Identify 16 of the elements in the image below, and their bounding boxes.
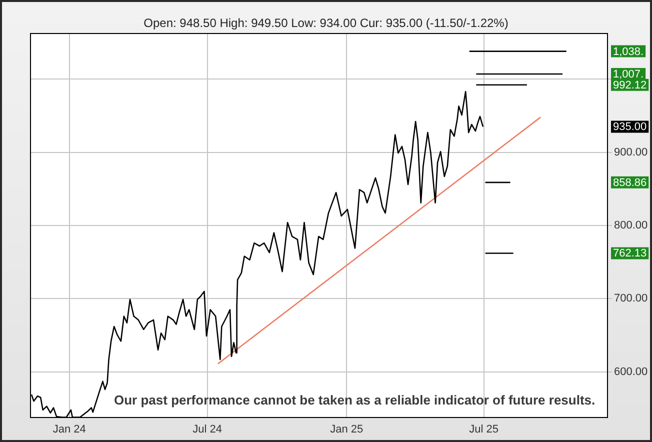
x-tick-label: Jan 25	[330, 424, 364, 436]
text: 1,007.	[613, 68, 644, 81]
y-tick-label: 900.00	[614, 146, 648, 158]
x-tick-label: Jul 24	[192, 424, 222, 436]
text: 1,038.	[613, 46, 644, 58]
y-tick-label: 800.00	[614, 220, 648, 232]
x-tick-label: Jul 25	[469, 424, 498, 436]
text: 762.13	[613, 248, 647, 260]
text: 992.12	[613, 79, 647, 92]
annotation: 935.00	[613, 121, 647, 134]
text: 858.86	[613, 176, 647, 189]
chart-subtitle: Open: 948.50 High: 949.50 Low: 934.00 Cur: 935.00 (-11.50/-1.22%)	[142, 16, 510, 30]
y-tick-label: 700.00	[614, 292, 648, 305]
y-tick-label: 600.00	[614, 366, 648, 378]
x-tick-label: Jan 24	[52, 424, 86, 436]
annotation: Our past performance cannot be taken as a reliable indicator of future results.	[114, 392, 596, 408]
